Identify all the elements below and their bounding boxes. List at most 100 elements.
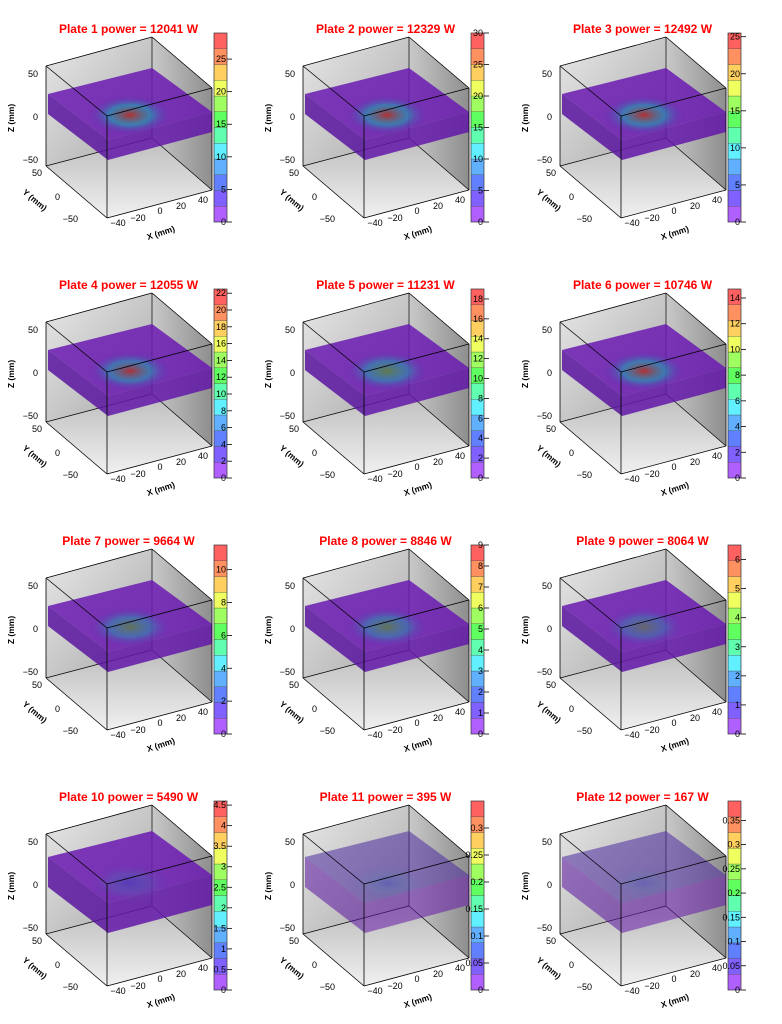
- colorbar-tick-label: 18: [473, 294, 483, 304]
- y-tick-label: −50: [320, 214, 335, 224]
- x-tick-label: −40: [624, 986, 639, 996]
- box-edge: [45, 36, 153, 67]
- plot-panel-12: Plate 12 power = 167 W 50 0 −50 Z (mm) 50 0 −50…: [514, 768, 771, 1024]
- energy-slab-side: [48, 350, 108, 416]
- energy-slab-side: [562, 606, 622, 672]
- hotspot: [88, 351, 172, 391]
- floor: [46, 394, 212, 474]
- box-edge: [106, 599, 213, 629]
- y-tick-label: −50: [63, 470, 78, 480]
- x-axis-label: X (mm): [403, 735, 434, 753]
- colorbar-tick-label: 3.5: [213, 841, 226, 851]
- z-axis-label: Z (mm): [6, 360, 16, 389]
- y-tick-label: 0: [55, 704, 60, 714]
- box-edge: [106, 87, 213, 117]
- z-axis-label: Z (mm): [520, 872, 530, 901]
- x-tick-label: −20: [130, 981, 145, 991]
- x-tick-label: −20: [387, 213, 402, 223]
- hotspot: [602, 95, 686, 135]
- box-edge: [559, 804, 667, 835]
- colorbar-tick-label: 1.5: [213, 923, 226, 933]
- y-tick-label: −50: [577, 982, 592, 992]
- z-tick-label: 0: [290, 880, 295, 890]
- y-axis-label: Y (mm): [278, 443, 307, 469]
- box-edge: [363, 343, 470, 373]
- x-axis-label: X (mm): [403, 223, 434, 241]
- x-tick-label: 20: [176, 969, 186, 979]
- box-edge: [559, 421, 622, 475]
- box-edge: [620, 701, 727, 731]
- colorbar-tick-label: 0.35: [722, 815, 740, 825]
- x-tick-label: −40: [367, 218, 382, 228]
- plot-panel-9: Plate 9 power = 8064 W 50 0 −50 Z (mm) 50 0 −50…: [514, 512, 771, 768]
- colorbar-tick-label: 1: [221, 944, 226, 954]
- y-axis-label: Y (mm): [21, 955, 50, 981]
- y-tick-label: 0: [55, 448, 60, 458]
- x-tick-label: 0: [671, 206, 676, 216]
- box-edge: [302, 577, 365, 629]
- z-tick-label: −50: [537, 923, 552, 933]
- x-axis-label: X (mm): [403, 479, 434, 497]
- box-edge: [665, 548, 727, 601]
- x-tick-label: 20: [690, 969, 700, 979]
- floor: [560, 138, 726, 218]
- x-tick-label: 40: [455, 707, 465, 717]
- z-tick-label: 50: [285, 581, 295, 591]
- floor: [303, 138, 469, 218]
- box-edge: [620, 343, 727, 373]
- y-tick-label: −50: [577, 726, 592, 736]
- box-edge: [302, 421, 365, 475]
- x-axis-label: X (mm): [660, 479, 691, 497]
- colorbar-tick-label: 6: [478, 603, 483, 613]
- box-edge: [559, 165, 622, 219]
- hotspot: [88, 95, 172, 135]
- colorbar-segment: [213, 64, 228, 81]
- box-edge: [620, 87, 727, 117]
- colorbar-tick-label: 16: [216, 339, 226, 349]
- x-tick-label: 0: [157, 206, 162, 216]
- x-tick-label: 40: [198, 195, 208, 205]
- z-tick-label: 0: [33, 368, 38, 378]
- y-tick-label: 0: [569, 704, 574, 714]
- box-edge: [363, 599, 470, 629]
- z-tick-label: −50: [280, 667, 295, 677]
- x-tick-label: −20: [130, 725, 145, 735]
- box-edge: [45, 933, 108, 987]
- colorbar-tick-label: 10: [216, 152, 226, 162]
- colorbar-tick-label: 0: [221, 473, 226, 483]
- box-edge: [302, 677, 365, 731]
- x-tick-label: −40: [110, 730, 125, 740]
- z-tick-label: 0: [547, 624, 552, 634]
- floor: [303, 394, 469, 474]
- colorbar-tick-label: 0: [735, 729, 740, 739]
- z-tick-label: −50: [23, 667, 38, 677]
- y-axis-label: Y (mm): [278, 955, 307, 981]
- z-tick-label: 50: [542, 837, 552, 847]
- energy-slab-side: [108, 112, 212, 160]
- x-tick-label: −20: [387, 981, 402, 991]
- x-tick-label: 40: [712, 963, 722, 973]
- colorbar: [213, 800, 228, 991]
- colorbar-tick-label: 4: [221, 439, 226, 449]
- colorbar-tick-label: 20: [473, 91, 483, 101]
- colorbar-tick-label: 4.5: [213, 800, 226, 810]
- x-tick-label: 20: [690, 713, 700, 723]
- y-tick-label: 0: [312, 704, 317, 714]
- y-axis-label: Y (mm): [21, 187, 50, 213]
- colorbar-segment: [727, 48, 742, 65]
- colorbar-tick-label: 2.5: [213, 882, 226, 892]
- z-tick-label: −50: [280, 411, 295, 421]
- x-axis-label: X (mm): [146, 991, 177, 1009]
- y-tick-label: −50: [320, 470, 335, 480]
- z-tick-label: −50: [23, 155, 38, 165]
- colorbar: [213, 544, 228, 735]
- box-edge: [106, 445, 213, 475]
- colorbar-tick-label: 3: [478, 666, 483, 676]
- x-tick-label: 0: [671, 462, 676, 472]
- colorbar-tick-label: 25: [730, 32, 740, 42]
- colorbar-tick-label: 25: [473, 60, 483, 70]
- colorbar-tick-label: 6: [221, 423, 226, 433]
- plot-title: Plate 6 power = 10746 W: [572, 278, 713, 292]
- colorbar-segment: [727, 430, 742, 447]
- colorbar-tick-label: 0.25: [722, 864, 740, 874]
